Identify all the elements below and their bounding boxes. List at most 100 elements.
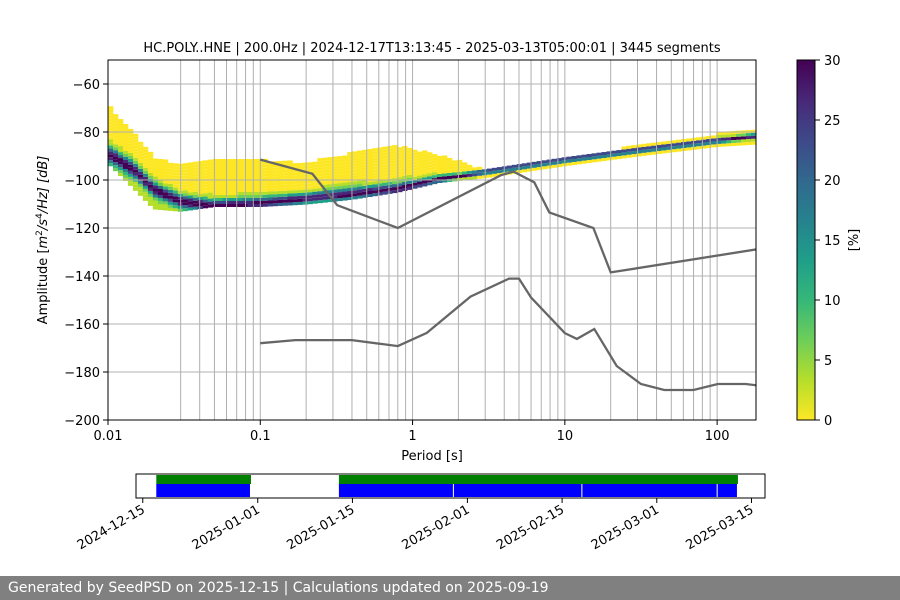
psd-cell <box>132 175 139 179</box>
psd-cell <box>182 190 189 194</box>
psd-cell <box>262 194 268 198</box>
psd-cell <box>576 155 582 159</box>
psd-cell <box>407 165 413 169</box>
psd-cell <box>631 151 637 155</box>
psd-cell <box>392 187 398 191</box>
psd-cell <box>337 195 343 199</box>
psd-cell <box>377 150 383 154</box>
psd-cell <box>347 185 353 189</box>
psd-cell <box>147 154 154 158</box>
psd-cell <box>217 171 224 174</box>
psd-cell <box>167 165 174 169</box>
psd-cell <box>202 199 209 203</box>
psd-cell <box>277 175 283 179</box>
psd-cell <box>202 187 209 191</box>
psd-cell <box>147 181 154 185</box>
psd-cell <box>127 182 134 186</box>
psd-cell <box>182 166 189 170</box>
psd-cell <box>287 199 293 203</box>
psd-cell <box>362 164 368 168</box>
psd-cell <box>287 190 293 194</box>
psd-cell <box>586 157 592 161</box>
psd-cell <box>112 168 119 172</box>
psd-cell <box>566 162 572 166</box>
psd-cell <box>461 174 468 178</box>
psd-cell <box>302 192 308 196</box>
psd-cell <box>147 202 154 206</box>
psd-cell <box>372 151 378 155</box>
psd-cell <box>277 196 283 200</box>
psd-cell <box>367 182 373 186</box>
psd-cell <box>192 194 199 198</box>
psd-cell <box>397 189 403 193</box>
psd-cell <box>711 135 717 139</box>
psd-cell <box>227 177 234 180</box>
psd-cell <box>227 159 234 162</box>
psd-cell <box>546 159 553 163</box>
psd-cell <box>222 180 229 183</box>
availability-timeline: 2024-12-15 2025-01-01 2025-01-15 2025-02-01… <box>75 473 766 553</box>
psd-cell <box>112 147 119 151</box>
psd-cell <box>441 161 448 165</box>
psd-cell <box>372 166 378 170</box>
psd-cell <box>117 170 124 174</box>
psd-cell <box>142 188 149 192</box>
psd-cell <box>152 197 159 201</box>
psd-cell <box>387 187 393 191</box>
psd-cell <box>716 134 722 138</box>
psd-cell <box>147 160 154 164</box>
psd-cell <box>312 191 318 195</box>
psd-cell <box>352 151 358 155</box>
psd-cell <box>466 167 473 171</box>
psd-cell <box>427 164 433 168</box>
psd-cell <box>352 166 358 170</box>
psd-cell <box>332 180 338 184</box>
psd-cell <box>422 159 428 163</box>
psd-cell <box>237 165 243 168</box>
psd-cell <box>322 196 328 200</box>
psd-cell <box>162 201 169 205</box>
psd-cell <box>197 164 204 168</box>
psd-cell <box>417 160 423 164</box>
psd-cell <box>681 139 687 143</box>
psd-cell <box>317 185 323 189</box>
timeline-tick-label: 2025-01-01 <box>190 502 263 553</box>
psd-cell <box>397 153 403 157</box>
psd-cell <box>531 164 538 168</box>
psd-cell <box>451 175 458 179</box>
psd-cell <box>436 179 443 183</box>
psd-cell <box>342 191 348 195</box>
psd-cell <box>307 180 313 184</box>
psd-cell <box>746 133 752 137</box>
psd-cell <box>142 176 149 180</box>
psd-cell <box>342 170 348 174</box>
psd-cell <box>108 106 114 110</box>
psd-cell <box>591 156 597 160</box>
psd-cell <box>117 143 124 147</box>
psd-cell <box>112 126 119 130</box>
psd-cell <box>167 198 174 202</box>
psd-cell <box>621 152 627 156</box>
psd-cell <box>382 158 388 162</box>
psd-cell <box>152 194 159 198</box>
psd-cell <box>446 163 453 167</box>
psd-cell <box>237 192 243 195</box>
psd-cell <box>551 161 558 165</box>
psd-cell <box>122 174 129 178</box>
psd-cell <box>322 193 328 197</box>
psd-cell <box>412 185 418 189</box>
psd-cell <box>252 183 258 186</box>
psd-cell <box>262 170 268 174</box>
psd-cell <box>147 151 154 155</box>
psd-cell <box>322 184 328 188</box>
psd-cell <box>157 170 164 174</box>
psd-cell <box>357 156 363 160</box>
psd-cell <box>367 173 373 177</box>
psd-cell <box>427 158 433 162</box>
psd-cell <box>142 179 149 183</box>
psd-cell <box>282 193 288 197</box>
psd-cell <box>711 138 717 142</box>
psd-cell <box>202 184 209 188</box>
psd-cell <box>252 168 258 171</box>
psd-cell <box>342 173 348 177</box>
